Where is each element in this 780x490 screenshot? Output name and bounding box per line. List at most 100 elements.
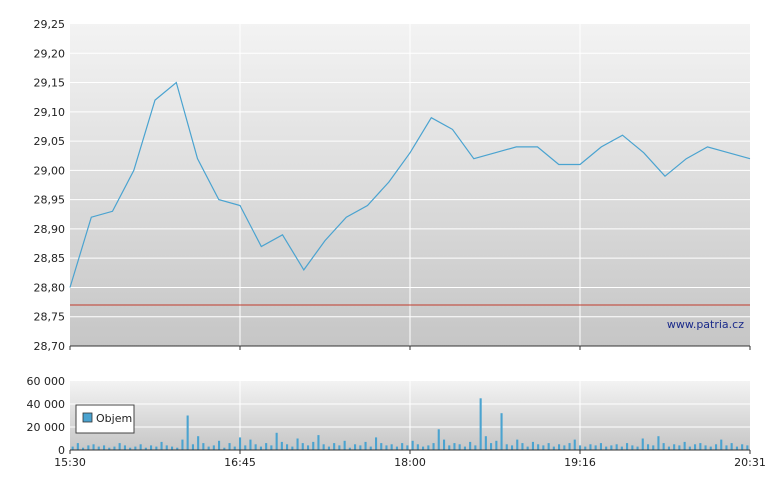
volume-bar xyxy=(286,444,289,451)
price-y-axis: 29,25 29,20 29,15 29,10 29,05 29,00 28,95 28,90… xyxy=(34,18,66,353)
volume-bar xyxy=(427,445,430,450)
volume-bar xyxy=(526,446,529,450)
volume-bar xyxy=(615,444,618,451)
volume-bar xyxy=(474,445,477,450)
volume-bar xyxy=(364,441,367,450)
price-y-tick-label: 28,90 xyxy=(34,223,66,236)
x-tick-label: 19:16 xyxy=(564,456,596,469)
volume-bar xyxy=(259,446,262,450)
volume-bar xyxy=(359,445,362,450)
volume-bar xyxy=(694,444,697,451)
volume-bar xyxy=(82,447,85,450)
volume-bar xyxy=(537,444,540,451)
legend-label: Objem xyxy=(96,412,132,425)
price-y-tick-label: 28,70 xyxy=(34,340,66,353)
volume-bar xyxy=(531,441,534,450)
volume-bar xyxy=(437,429,440,450)
volume-bar xyxy=(516,439,519,450)
volume-bar xyxy=(144,447,147,450)
volume-bar xyxy=(139,444,142,451)
volume-bar xyxy=(312,441,315,450)
volume-bar xyxy=(390,444,393,451)
price-x-tick-marks xyxy=(69,346,751,350)
volume-bar xyxy=(118,443,121,450)
volume-bar xyxy=(212,445,215,450)
volume-bar xyxy=(552,446,555,450)
volume-bar xyxy=(223,447,226,450)
volume-bar xyxy=(71,446,74,450)
volume-bar xyxy=(620,446,623,450)
volume-bar xyxy=(422,446,425,450)
volume-bar xyxy=(103,445,106,450)
volume-bar xyxy=(202,443,205,450)
volume-bar xyxy=(395,446,398,450)
price-y-tick-label: 28,75 xyxy=(34,311,66,324)
volume-bar xyxy=(275,432,278,451)
volume-bar xyxy=(662,443,665,450)
volume-bar xyxy=(155,446,158,450)
volume-bar xyxy=(186,415,189,450)
volume-bar xyxy=(573,439,576,450)
volume-bar xyxy=(171,446,174,450)
volume-bar xyxy=(594,445,597,450)
volume-bar xyxy=(228,443,231,450)
volume-bar xyxy=(511,445,514,450)
volume-bar xyxy=(123,445,126,450)
volume-bar xyxy=(699,443,702,450)
volume-bar xyxy=(270,445,273,450)
volume-bar xyxy=(87,445,90,450)
volume-bar xyxy=(369,446,372,450)
volume-bar xyxy=(453,443,456,450)
volume-bar xyxy=(746,445,749,450)
volume-bar xyxy=(463,446,466,450)
volume-bar xyxy=(181,439,184,450)
volume-bar xyxy=(191,444,194,451)
volume-bar xyxy=(458,444,461,451)
volume-bar xyxy=(599,443,602,450)
volume-bars xyxy=(71,398,749,451)
volume-gridlines xyxy=(70,381,750,450)
volume-bar xyxy=(375,437,378,450)
volume-legend: Objem xyxy=(75,404,135,434)
volume-bar xyxy=(244,445,247,450)
volume-bar xyxy=(715,444,718,451)
volume-bar xyxy=(317,435,320,450)
volume-bar xyxy=(97,446,100,450)
volume-bar xyxy=(443,439,446,450)
volume-bar xyxy=(301,443,304,450)
volume-bar xyxy=(657,436,660,450)
volume-bar xyxy=(160,441,163,450)
volume-bar xyxy=(490,443,493,450)
volume-bar xyxy=(605,446,608,450)
x-tick-label: 15:30 xyxy=(54,456,86,469)
watermark-text: www.patria.cz xyxy=(667,318,744,331)
volume-bar xyxy=(348,447,351,450)
volume-bar xyxy=(280,441,283,450)
volume-bar xyxy=(704,445,707,450)
price-y-tick-label: 29,00 xyxy=(34,164,66,177)
volume-bar xyxy=(150,445,153,450)
volume-y-axis: 60 000 40 000 20 000 0 xyxy=(27,375,66,457)
volume-y-tick-label: 0 xyxy=(58,444,65,457)
volume-bar xyxy=(401,443,404,450)
volume-bar xyxy=(542,445,545,450)
price-panel: 29,25 29,20 29,15 29,10 29,05 29,00 28,95 28,90… xyxy=(34,18,751,353)
legend-swatch-icon xyxy=(82,412,93,423)
volume-bar xyxy=(338,445,341,450)
price-gridlines xyxy=(70,24,750,346)
time-x-axis: 15:30 16:45 18:00 19:16 20:31 xyxy=(54,450,766,469)
volume-bar xyxy=(678,445,681,450)
price-y-tick-label: 28,85 xyxy=(34,252,66,265)
volume-bar xyxy=(479,398,482,451)
volume-bar xyxy=(322,444,325,451)
volume-bar xyxy=(76,443,79,450)
price-y-tick-label: 29,20 xyxy=(34,47,66,60)
volume-bar xyxy=(547,443,550,450)
volume-y-tick-label: 40 000 xyxy=(27,398,66,411)
volume-bar xyxy=(176,447,179,450)
volume-bar xyxy=(92,444,95,451)
price-y-tick-label: 29,15 xyxy=(34,77,66,90)
price-y-tick-label: 29,05 xyxy=(34,135,66,148)
volume-bar xyxy=(380,443,383,450)
price-y-tick-label: 28,80 xyxy=(34,281,66,294)
